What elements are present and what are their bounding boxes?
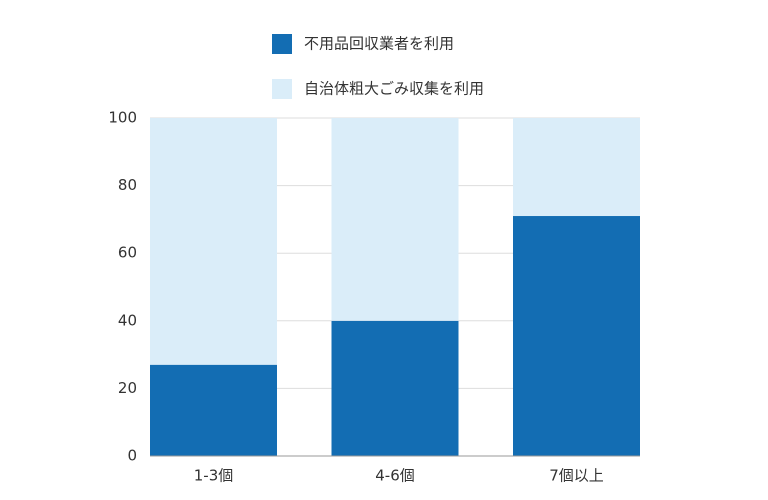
x-tick-label: 1-3個 <box>194 467 234 485</box>
legend-label: 不用品回収業者を利用 <box>304 35 454 53</box>
x-tick-label: 7個以上 <box>549 467 604 485</box>
bar-segment <box>150 364 277 456</box>
bar-segment <box>331 118 459 321</box>
legend-label: 自治体粗大ごみ収集を利用 <box>304 80 484 98</box>
y-tick-label: 80 <box>118 176 137 194</box>
bar-segment <box>150 118 277 365</box>
y-tick-label: 0 <box>127 447 137 465</box>
legend-swatch <box>272 34 292 54</box>
y-tick-label: 100 <box>108 109 137 127</box>
legend-swatch <box>272 79 292 99</box>
x-tick-label: 4-6個 <box>375 467 415 485</box>
y-tick-label: 60 <box>118 244 137 262</box>
bar-segment <box>331 320 459 456</box>
bar-segment <box>513 216 640 456</box>
y-tick-label: 40 <box>118 311 137 329</box>
bar-segment <box>513 118 640 217</box>
y-tick-label: 20 <box>118 379 137 397</box>
